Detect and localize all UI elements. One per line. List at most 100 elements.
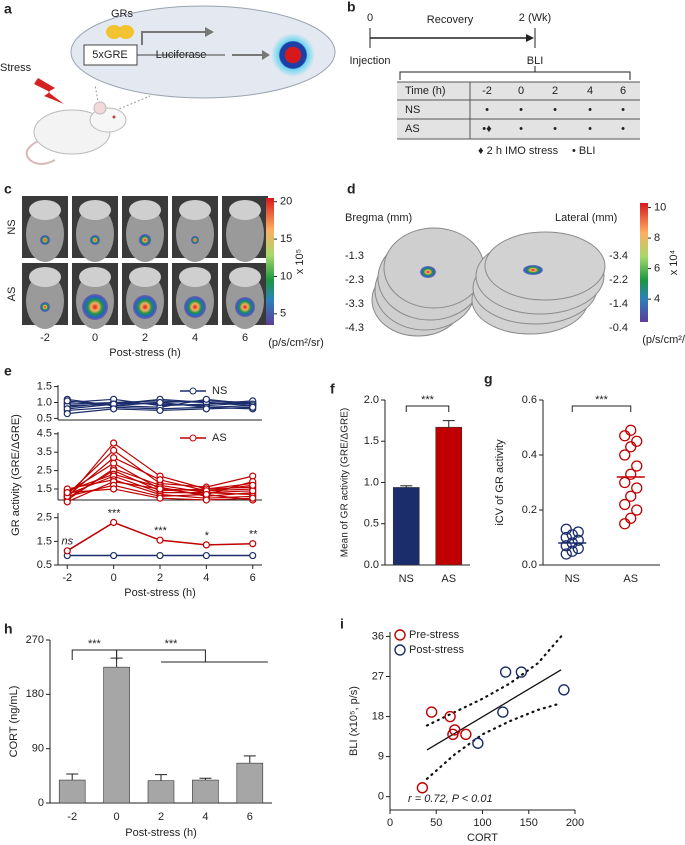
colorbar-unit: (p/s/cm²/sr) (268, 337, 324, 349)
table-header: 2 (552, 85, 558, 97)
bar (58, 779, 86, 804)
lateral-label: -2.2 (609, 274, 628, 286)
lateral-label: -3.4 (609, 250, 628, 262)
fit-line (426, 669, 562, 751)
confidence-band (425, 702, 563, 780)
mouse-head-top (79, 267, 111, 287)
annotation: * (204, 530, 209, 542)
table-cell: • (621, 123, 625, 135)
data-point (110, 485, 118, 493)
bregma-label: -3.3 (345, 298, 364, 310)
reporter-label: Luciferase (156, 49, 207, 61)
data-point (63, 489, 71, 497)
colorbar-tick-label: 20 (280, 196, 292, 208)
column-label: 0 (92, 332, 98, 344)
bar (147, 780, 175, 804)
x-axis-label: Post-stress (h) (125, 827, 197, 839)
mouse-head (26, 273, 64, 329)
data-point (156, 494, 164, 502)
data-point (460, 728, 472, 741)
table-cell: • (519, 104, 523, 116)
table-background (397, 82, 640, 139)
injection-label: Injection (350, 55, 391, 67)
colorbar-tick-label: 10 (280, 270, 292, 282)
x-axis-label: Post-stress (h) (124, 587, 196, 599)
mouse-head-top (79, 200, 111, 220)
y-tick-label: 0 (38, 797, 44, 809)
mouse-head-top (129, 200, 161, 220)
table-cell: • (485, 104, 489, 116)
x-tick-label: 100 (473, 817, 491, 829)
data-point (110, 551, 118, 560)
annotation: r = 0.72, P < 0.01 (408, 793, 493, 805)
legend-label: AS (212, 432, 227, 444)
stress-label: Stress (0, 62, 32, 74)
panel-label: d (347, 181, 356, 197)
y-tick-label: 0.0 (364, 559, 379, 571)
panel-label: c (4, 181, 12, 197)
mouse-head-top (129, 267, 161, 287)
y-tick-label: 180 (26, 688, 44, 700)
legend-label: Pre-stress (409, 629, 460, 641)
y-tick-label: 36 (372, 630, 384, 642)
data-point (63, 547, 71, 555)
bli-label: BLI (527, 55, 544, 67)
data-point (619, 449, 631, 461)
data-point (202, 405, 210, 413)
column-label: 6 (242, 332, 248, 344)
data-point (110, 446, 118, 454)
y-tick-label: 0.4 (522, 449, 537, 461)
y-tick-label: 1.5 (37, 483, 52, 495)
colorbar-tick-label: 8 (654, 232, 660, 244)
x-tick-label: 150 (520, 817, 538, 829)
x-tick-label: 4 (202, 811, 208, 823)
table-header: -2 (482, 85, 492, 97)
data-point (631, 482, 643, 494)
signal (139, 234, 151, 246)
data-point (499, 666, 512, 678)
data-point (416, 782, 429, 794)
signal (133, 295, 157, 319)
panel-label: h (4, 621, 13, 637)
data-point (202, 395, 210, 403)
significance-label: *** (595, 394, 609, 406)
data-point (472, 737, 484, 749)
data-point (63, 410, 71, 418)
colorbar-tick-label: 6 (654, 263, 660, 275)
data-point (425, 706, 438, 718)
y-tick-label: 27 (372, 670, 384, 682)
signal (523, 265, 543, 275)
data-point (110, 518, 118, 527)
table-cell: • (519, 123, 523, 135)
annotation: ns (61, 536, 73, 548)
y-tick-label: 2.0 (364, 394, 379, 406)
significance-bracket (405, 405, 450, 412)
mouse-head-top (29, 200, 61, 220)
mouse-head-top (179, 267, 211, 287)
table-cell: •♦ (482, 123, 492, 135)
bar (435, 426, 463, 566)
data-point (249, 403, 257, 411)
data-point (449, 724, 461, 736)
colorbar-tick-label: 4 (654, 293, 660, 305)
data-point (560, 540, 572, 552)
data-point (156, 536, 164, 544)
data-point (619, 518, 631, 530)
panel-label: i (340, 616, 344, 632)
x-tick-label: 4 (203, 572, 209, 584)
table-cell: • (588, 123, 592, 135)
data-point (249, 494, 257, 502)
table-cell: • (588, 104, 592, 116)
y-tick-label: 0.5 (37, 559, 52, 571)
y-tick-label: 1.0 (37, 396, 52, 408)
significance-bracket (571, 405, 632, 412)
y-tick-label: 0.6 (522, 394, 537, 406)
y-tick-label: 9 (378, 751, 384, 763)
data-point (515, 666, 528, 678)
x-tick-label: -2 (67, 811, 77, 823)
x-tick-label: AS (623, 573, 638, 585)
mouse-head (226, 206, 264, 262)
signal (40, 235, 50, 245)
legend-marker (189, 387, 197, 395)
x-axis-label: Post-stress (h) (109, 347, 181, 359)
